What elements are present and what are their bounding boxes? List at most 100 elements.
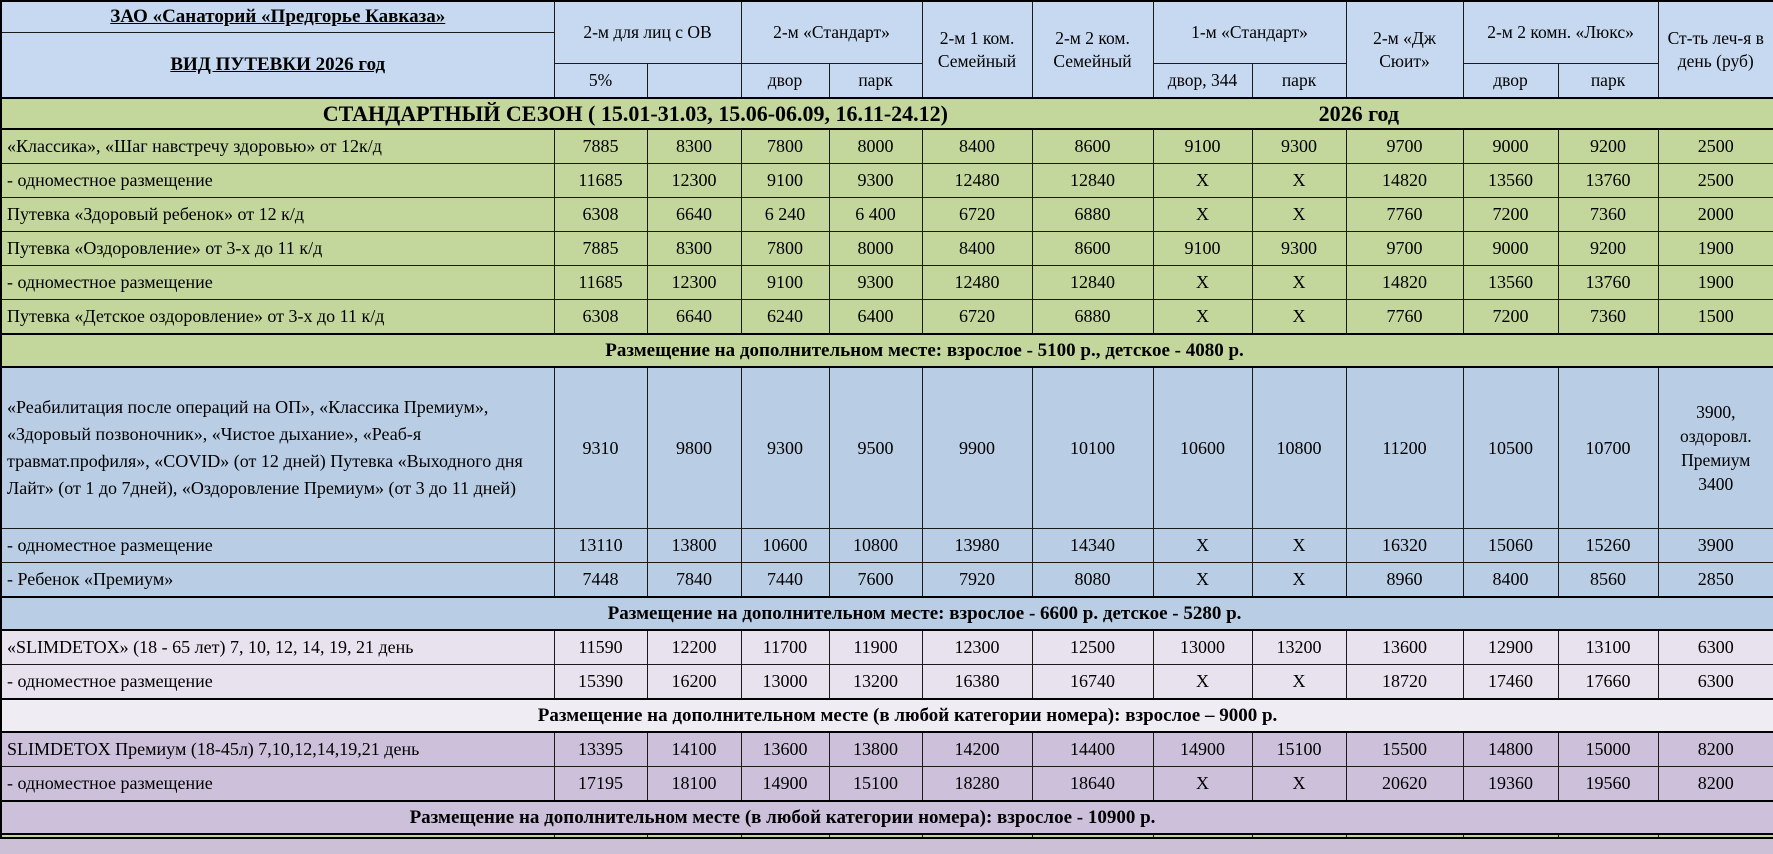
price-cell: 11900 xyxy=(828,629,923,665)
price-cell: 7200 xyxy=(1462,299,1559,335)
row-label-cell: «Реабилитация после операций на ОП», «Кл… xyxy=(0,366,555,529)
price-cell: 6720 xyxy=(921,197,1033,232)
price-cell: 13800 xyxy=(646,528,742,563)
price-cell: 14900 xyxy=(1152,731,1253,767)
row-label-cell: Путевка «Оздоровление» от 3-х до 11 к/д xyxy=(0,231,555,266)
table-row: Путевка «Здоровый ребенок» от 12 к/д 6308… xyxy=(0,197,1773,232)
price-cell: 10700 xyxy=(1557,366,1659,529)
clipped-cell xyxy=(1557,833,1659,839)
price-cell: 17195 xyxy=(553,766,648,802)
price-cell: 7840 xyxy=(646,562,742,598)
price-cell: 14100 xyxy=(646,731,742,767)
price-cell: 8000 xyxy=(828,128,923,164)
clipped-cell xyxy=(0,833,555,839)
price-cell: 9300 xyxy=(828,163,923,198)
price-cell: 7360 xyxy=(1557,197,1659,232)
price-cell: 7360 xyxy=(1557,299,1659,335)
col-family1: 2-м 1 ком. Семейный xyxy=(921,0,1033,99)
price-cell: 8960 xyxy=(1345,562,1464,598)
row-label-cell: - одноместное размещение xyxy=(0,265,555,300)
price-cell: 9300 xyxy=(1251,231,1347,266)
treatment-cost-cell: 3900 xyxy=(1657,528,1773,563)
row-label-cell: «SLIMDETOX» (18 - 65 лет) 7, 10, 12, 14,… xyxy=(0,629,555,665)
price-cell: 7200 xyxy=(1462,197,1559,232)
table-row: - одноместное размещение 11685 12300 9100 93… xyxy=(0,163,1773,198)
table-row: «SLIMDETOX» (18 - 65 лет) 7, 10, 12, 14,… xyxy=(0,629,1773,665)
corner-header-cell: ЗАО «Санаторий «Предгорье Кавказа» ВИД П… xyxy=(0,0,555,99)
price-cell: 19560 xyxy=(1557,766,1659,802)
subcol-single-dvor344: двор, 344 xyxy=(1152,63,1253,99)
price-cell: 18640 xyxy=(1031,766,1154,802)
price-cell: 12300 xyxy=(921,629,1033,665)
clipped-cell xyxy=(553,833,648,839)
price-cell: 7885 xyxy=(553,231,648,266)
price-cell: 9300 xyxy=(1251,128,1347,164)
col-group-lux: 2-м 2 комн. «Люкс» xyxy=(1462,0,1659,64)
price-cell: 12200 xyxy=(646,629,742,665)
price-cell: 8600 xyxy=(1031,128,1154,164)
price-cell: 7800 xyxy=(740,128,830,164)
price-cell: 9700 xyxy=(1345,128,1464,164)
subcol-ov-blank xyxy=(646,63,742,99)
price-cell: Х xyxy=(1152,163,1253,198)
price-cell: Х xyxy=(1251,299,1347,335)
price-cell: 13980 xyxy=(921,528,1033,563)
price-cell: 16320 xyxy=(1345,528,1464,563)
price-cell: 8000 xyxy=(828,231,923,266)
treatment-cost-cell: 2000 xyxy=(1657,197,1773,232)
price-cell: 10600 xyxy=(1152,366,1253,529)
table-row: - одноместное размещение 15390 16200 13000 1… xyxy=(0,664,1773,700)
price-cell: Х xyxy=(1152,197,1253,232)
price-cell: 13110 xyxy=(553,528,648,563)
clipped-cell xyxy=(1657,833,1773,839)
price-cell: 7600 xyxy=(828,562,923,598)
price-cell: 9100 xyxy=(740,265,830,300)
note-row: Размещение на дополнительном месте: взро… xyxy=(0,596,1773,631)
price-cell: 15100 xyxy=(1251,731,1347,767)
price-cell: Х xyxy=(1251,664,1347,700)
price-cell: 14400 xyxy=(1031,731,1154,767)
clipped-cell xyxy=(1462,833,1559,839)
table-row: - Ребенок «Премиум» 7448 7840 7440 7600 7920 8… xyxy=(0,562,1773,598)
price-cell: 9100 xyxy=(1152,231,1253,266)
price-cell: Х xyxy=(1251,528,1347,563)
price-cell: 9000 xyxy=(1462,128,1559,164)
price-cell: 6308 xyxy=(553,299,648,335)
price-cell: 8400 xyxy=(1462,562,1559,598)
row-label-cell: Путевка «Детское оздоровление» от 3-х до… xyxy=(0,299,555,335)
treatment-cost-cell: 6300 xyxy=(1657,629,1773,665)
col-jrsuite: 2-м «Дж Сюит» xyxy=(1345,0,1464,99)
price-cell: 15060 xyxy=(1462,528,1559,563)
table-row: - одноместное размещение 11685 12300 9100 93… xyxy=(0,265,1773,300)
price-cell: 9300 xyxy=(828,265,923,300)
price-cell: 9200 xyxy=(1557,128,1659,164)
price-cell: 15100 xyxy=(828,766,923,802)
price-cell: 8600 xyxy=(1031,231,1154,266)
table-row: «Классика», «Шаг навстречу здоровью» от … xyxy=(0,128,1773,164)
row-label-cell: - одноместное размещение xyxy=(0,163,555,198)
price-cell: 18720 xyxy=(1345,664,1464,700)
price-cell: 12480 xyxy=(921,163,1033,198)
price-cell: 14200 xyxy=(921,731,1033,767)
price-cell: 10800 xyxy=(1251,366,1347,529)
subcol-ov-5pct: 5% xyxy=(553,63,648,99)
price-cell: Х xyxy=(1251,197,1347,232)
table-row: «Реабилитация после операций на ОП», «Кл… xyxy=(0,366,1773,529)
price-cell: 13395 xyxy=(553,731,648,767)
price-cell: 13000 xyxy=(1152,629,1253,665)
price-cell: 10800 xyxy=(828,528,923,563)
table-row: Путевка «Оздоровление» от 3-х до 11 к/д 7… xyxy=(0,231,1773,266)
price-cell: 10600 xyxy=(740,528,830,563)
price-cell: 11590 xyxy=(553,629,648,665)
subcol-single-park: парк xyxy=(1251,63,1347,99)
price-cell: 8300 xyxy=(646,128,742,164)
price-cell: 12480 xyxy=(921,265,1033,300)
price-cell: 16740 xyxy=(1031,664,1154,700)
table-row: Путевка «Детское оздоровление» от 3-х до… xyxy=(0,299,1773,335)
price-cell: 13760 xyxy=(1557,163,1659,198)
price-cell: 11685 xyxy=(553,265,648,300)
org-title: ЗАО «Санаторий «Предгорье Кавказа» xyxy=(2,2,553,33)
price-cell: 8560 xyxy=(1557,562,1659,598)
extra-bed-note: Размещение на дополнительном месте: взро… xyxy=(0,596,1773,631)
clipped-next-row xyxy=(0,833,1773,839)
